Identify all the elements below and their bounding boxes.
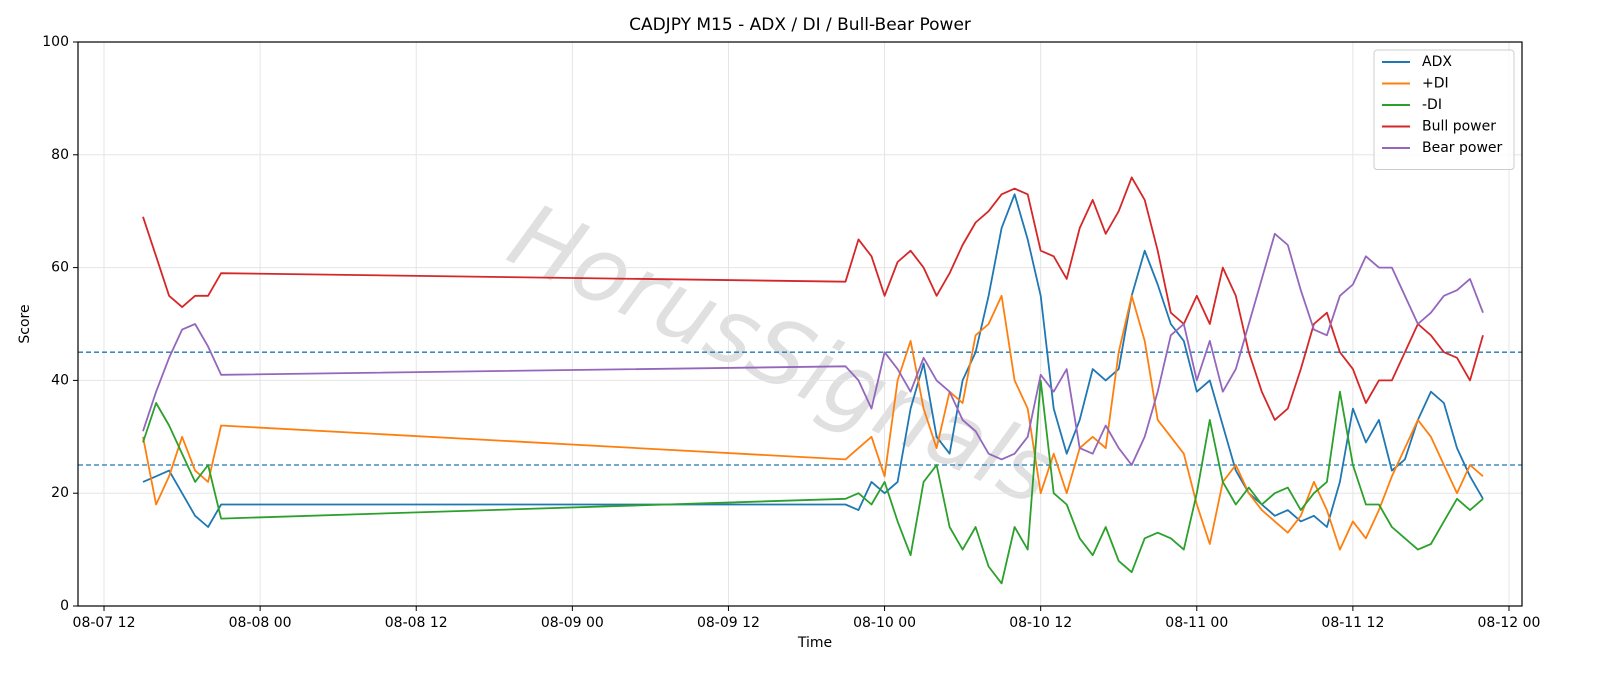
- legend-label: ADX: [1422, 54, 1452, 70]
- legend-label: +DI: [1422, 76, 1449, 92]
- y-tick-label: 60: [51, 260, 69, 276]
- legend-label: Bear power: [1422, 140, 1503, 156]
- legend-label: Bull power: [1422, 119, 1496, 135]
- x-tick-label: 08-11 00: [1165, 615, 1228, 631]
- y-tick-label: 80: [51, 147, 69, 163]
- y-tick-label: 100: [42, 34, 69, 50]
- x-tick-label: 08-09 12: [697, 615, 760, 631]
- series-line: [142, 379, 1484, 585]
- x-tick-label: 08-10 00: [853, 615, 916, 631]
- x-tick-label: 08-10 12: [1009, 615, 1072, 631]
- x-tick-label: 08-11 12: [1321, 615, 1384, 631]
- legend-label: -DI: [1422, 97, 1442, 113]
- x-tick-label: 08-09 00: [541, 615, 604, 631]
- series-line: [142, 193, 1484, 528]
- chart-title: CADJPY M15 - ADX / DI / Bull-Bear Power: [629, 15, 971, 35]
- series-line: [142, 232, 1484, 466]
- y-tick-label: 0: [60, 598, 69, 614]
- series-line: [142, 176, 1484, 421]
- x-tick-label: 08-07 12: [73, 615, 136, 631]
- series-line: [142, 294, 1484, 551]
- watermark: HorusSignals: [494, 183, 1070, 526]
- x-tick-label: 08-12 00: [1478, 615, 1541, 631]
- legend-box: [1373, 49, 1515, 170]
- x-tick-label: 08-08 12: [385, 615, 448, 631]
- y-tick-label: 40: [51, 372, 69, 388]
- y-tick-label: 20: [51, 485, 69, 501]
- x-tick-label: 08-08 00: [229, 615, 292, 631]
- x-axis-label: Time: [797, 635, 832, 651]
- plot-frame: [77, 41, 1523, 607]
- y-axis-label: Score: [17, 304, 33, 343]
